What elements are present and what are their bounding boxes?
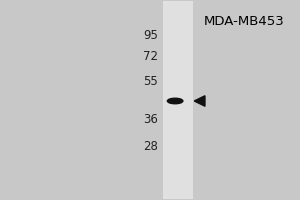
Ellipse shape	[167, 98, 183, 104]
Text: 55: 55	[143, 75, 158, 88]
Text: 36: 36	[143, 113, 158, 126]
Text: MDA-MB453: MDA-MB453	[204, 15, 285, 28]
Polygon shape	[194, 96, 205, 106]
Bar	[163, 1, 193, 199]
Text: 72: 72	[143, 50, 158, 63]
Text: 28: 28	[143, 140, 158, 153]
Text: 95: 95	[143, 29, 158, 42]
